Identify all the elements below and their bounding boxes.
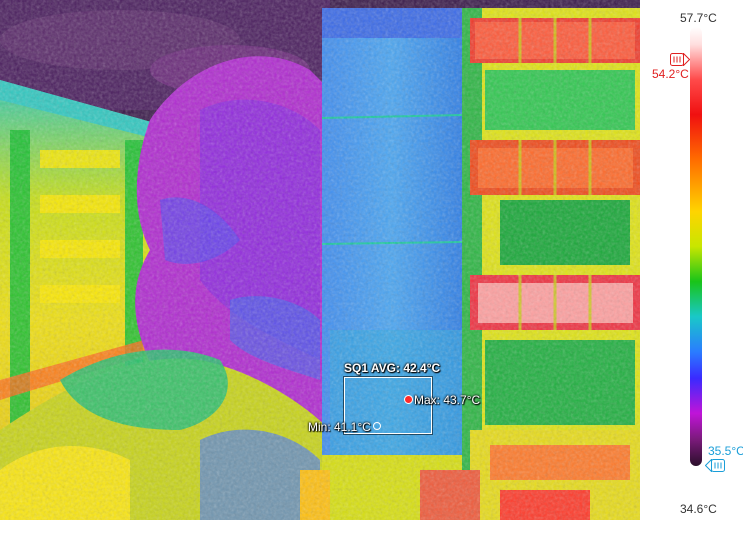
high-threshold-label: 54.2°C (652, 67, 689, 81)
thermal-image[interactable]: SQ1 AVG: 42.4°C Max: 43.7°C Min: 41.1°C (0, 0, 640, 520)
thermal-scene (0, 0, 640, 520)
max-point-marker (404, 395, 413, 404)
palette-color-bar[interactable] (690, 27, 702, 466)
low-threshold-label: 35.5°C (708, 444, 743, 458)
high-threshold-handle-icon[interactable] (670, 53, 690, 66)
roi-max-label: Max: 43.7°C (414, 393, 481, 407)
low-threshold-handle-icon[interactable] (705, 459, 725, 472)
min-point-marker (373, 422, 381, 430)
scale-min-label: 34.6°C (680, 502, 717, 516)
roi-average-label: SQ1 AVG: 42.4°C (344, 361, 441, 375)
roi-min-label: Min: 41.1°C (308, 420, 371, 434)
scale-max-label: 57.7°C (680, 11, 717, 25)
roi-square[interactable] (344, 377, 432, 434)
